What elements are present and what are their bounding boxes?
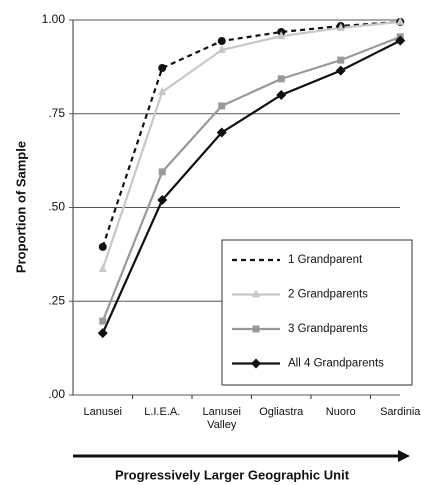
- legend-label: All 4 Grandparents: [288, 358, 384, 370]
- marker: [158, 87, 167, 95]
- marker: [218, 102, 226, 110]
- legend-label: 3 Grandparents: [288, 323, 368, 335]
- marker: [98, 264, 107, 272]
- arrow-head: [398, 450, 410, 462]
- marker: [252, 289, 260, 298]
- y-tick-label: .50: [48, 200, 65, 214]
- series-line: [101, 35, 401, 322]
- marker: [395, 35, 406, 46]
- x-axis-label: Progressively Larger Geographic Unit: [115, 467, 350, 482]
- series-line: [101, 20, 401, 248]
- y-tick-label: 1.00: [42, 12, 66, 26]
- marker: [99, 317, 107, 325]
- marker: [337, 56, 345, 64]
- x-tick-label: L.I.E.A.: [144, 406, 181, 418]
- marker: [217, 45, 226, 53]
- legend-label: 1 Grandparent: [288, 254, 363, 266]
- marker: [252, 325, 260, 333]
- marker: [335, 65, 346, 76]
- series-line: [101, 20, 401, 270]
- series-line: [101, 39, 401, 334]
- marker: [277, 31, 286, 40]
- legend-label: 2 Grandparents: [288, 289, 368, 301]
- y-tick-label: .00: [48, 387, 65, 401]
- y-tick-label: .25: [48, 293, 65, 307]
- marker: [396, 16, 405, 25]
- marker: [277, 75, 285, 83]
- marker: [251, 358, 261, 369]
- marker: [97, 328, 108, 339]
- x-tick-label: Lanusei Valley: [202, 406, 242, 431]
- x-tick-label: Sardinia: [380, 406, 421, 418]
- x-tick-label: Ogliastra: [259, 406, 304, 418]
- marker: [158, 168, 166, 176]
- marker: [158, 64, 167, 72]
- marker: [98, 242, 107, 251]
- marker: [217, 37, 226, 45]
- y-axis-label: Proportion of Sample: [13, 141, 28, 273]
- marker: [336, 22, 345, 31]
- x-tick-label: Nuoro: [325, 406, 356, 418]
- marker: [276, 90, 287, 100]
- x-tick-label: Lanusei: [83, 406, 123, 418]
- marker: [157, 195, 168, 205]
- y-tick-label: .75: [48, 106, 65, 120]
- marker: [216, 127, 227, 138]
